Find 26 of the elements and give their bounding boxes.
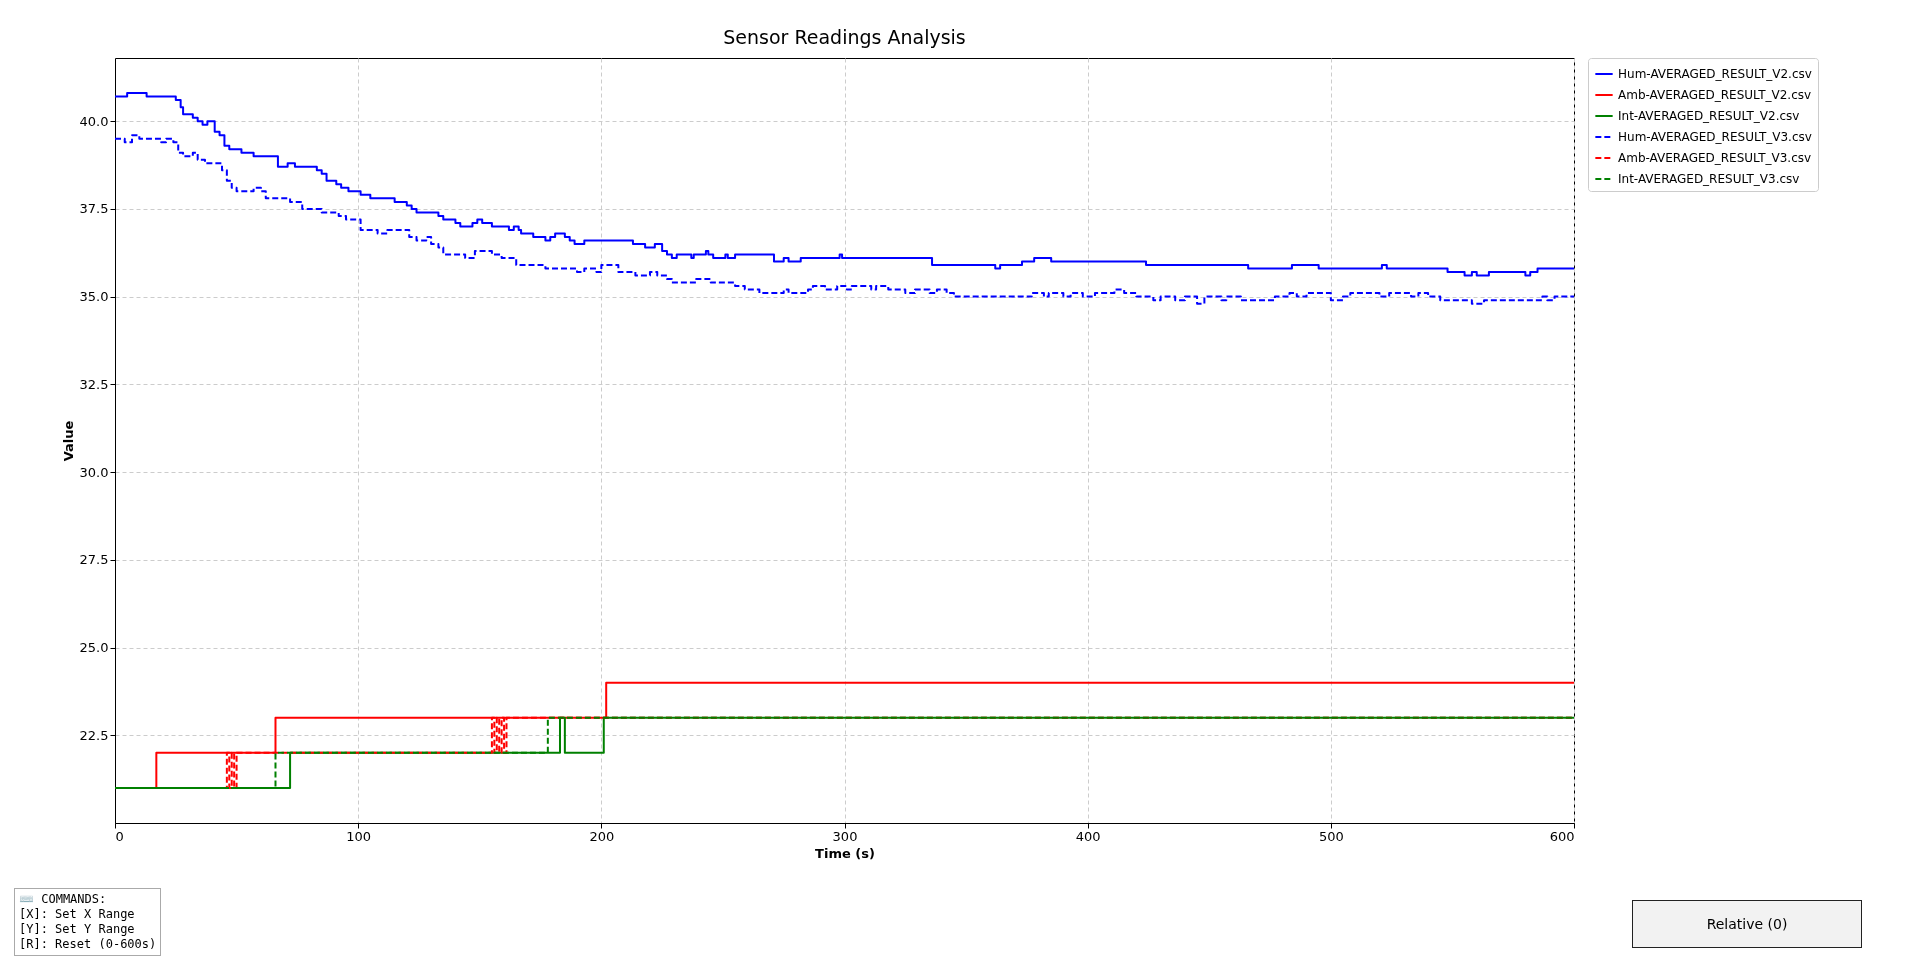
y-tick-label: 35.0 — [79, 289, 109, 305]
commands-box: ⌨ COMMANDS: [X]: Set X Range [Y]: Set Y Range [R]: Reset (0-600s) — [14, 888, 162, 956]
x-tick-label: 300 — [832, 828, 858, 844]
x-tick-label: 200 — [589, 828, 615, 844]
x-axis-title: Time (s) — [815, 845, 875, 861]
y-tick-label: 25.0 — [79, 640, 109, 656]
y-tick-label: 37.5 — [79, 201, 109, 217]
y-tick-label: 30.0 — [79, 464, 109, 480]
legend-label: Int-AVERAGED_RESULT_V3.csv — [1618, 172, 1800, 186]
relative-button: Relative (0) — [1632, 900, 1862, 948]
x-tick-label: 500 — [1318, 828, 1344, 844]
legend-label: Hum-AVERAGED_RESULT_V3.csv — [1618, 130, 1812, 144]
legend-label: Hum-AVERAGED_RESULT_V2.csv — [1618, 67, 1812, 81]
legend-label: Int-AVERAGED_RESULT_V2.csv — [1618, 109, 1800, 123]
legend-label: Amb-AVERAGED_RESULT_V3.csv — [1618, 151, 1812, 165]
y-tick-label: 40.0 — [79, 113, 109, 129]
y-tick-label: 32.5 — [79, 376, 109, 392]
y-tick-label: 22.5 — [79, 727, 109, 743]
x-tick-label: 600 — [1549, 828, 1575, 844]
x-tick-label: 0 — [115, 828, 124, 844]
y-axis-title: Value — [60, 420, 76, 462]
legend-label: Amb-AVERAGED_RESULT_V2.csv — [1618, 88, 1812, 102]
x-tick-label: 400 — [1075, 828, 1101, 844]
x-tick-label: 100 — [346, 828, 372, 844]
y-tick-label: 27.5 — [79, 552, 109, 568]
chart-title: Sensor Readings Analysis — [723, 25, 966, 48]
